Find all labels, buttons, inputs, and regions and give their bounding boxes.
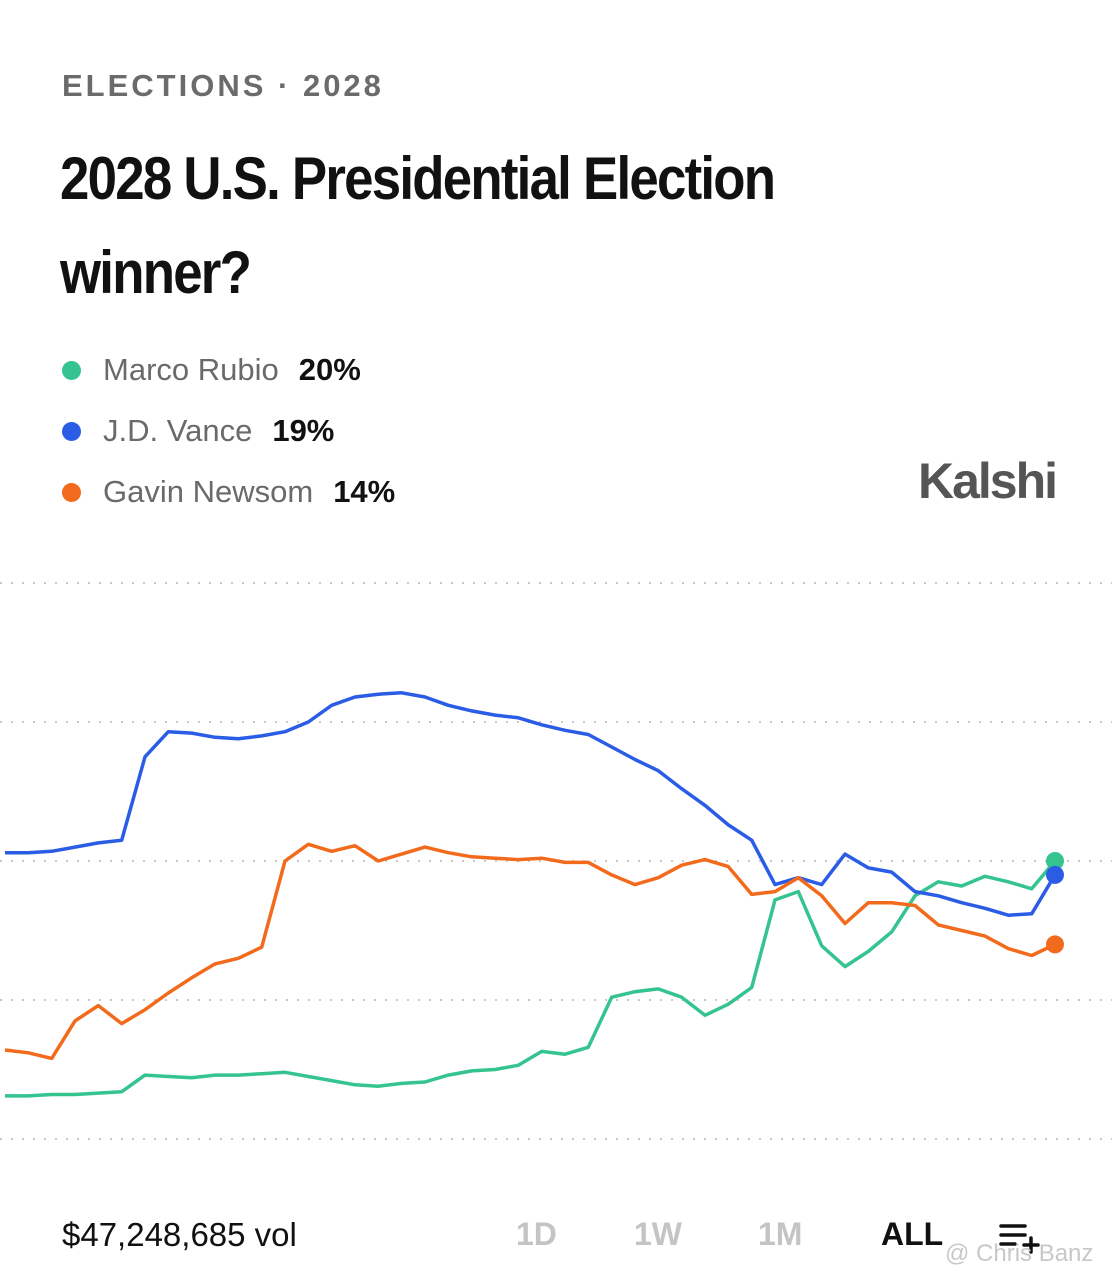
volume: $47,248,685 vol [62, 1216, 297, 1253]
range-button[interactable]: 1D [516, 1216, 557, 1252]
series-line [5, 691, 1057, 917]
end-dot [1046, 852, 1064, 870]
range-button[interactable]: 1W [634, 1216, 682, 1252]
legend-item: J.D. Vance 19% [62, 413, 334, 449]
legend-value: 19% [272, 413, 335, 448]
watermark: @ Chris Banz [945, 1240, 1094, 1267]
chart [0, 582, 1112, 1140]
end-dot [1046, 935, 1064, 954]
legend-name: Gavin Newsom [103, 474, 314, 509]
legend-name: Marco Rubio [103, 352, 279, 387]
legend-item: Gavin Newsom 14% [62, 474, 395, 510]
series-line [4, 842, 1056, 1061]
add-to-list-icon[interactable] [998, 1222, 1042, 1254]
legend-item: Marco Rubio 20% [62, 352, 361, 388]
range-button[interactable]: ALL [881, 1216, 944, 1252]
legend-dot [62, 482, 81, 502]
end-dot [1046, 865, 1064, 884]
range-button[interactable]: 1M [758, 1216, 803, 1252]
legend-dot [62, 360, 81, 380]
breadcrumb[interactable]: ELECTIONS · 2028 [62, 68, 384, 103]
legend-dot [62, 421, 81, 441]
market-title: 2028 U.S. Presidential Election winner? [60, 145, 776, 306]
brand-logo[interactable]: Kalshi [918, 453, 1058, 509]
legend-name: J.D. Vance [103, 413, 253, 448]
series-line [5, 859, 1057, 1098]
legend-value: 20% [298, 352, 361, 387]
legend-value: 14% [333, 474, 396, 509]
